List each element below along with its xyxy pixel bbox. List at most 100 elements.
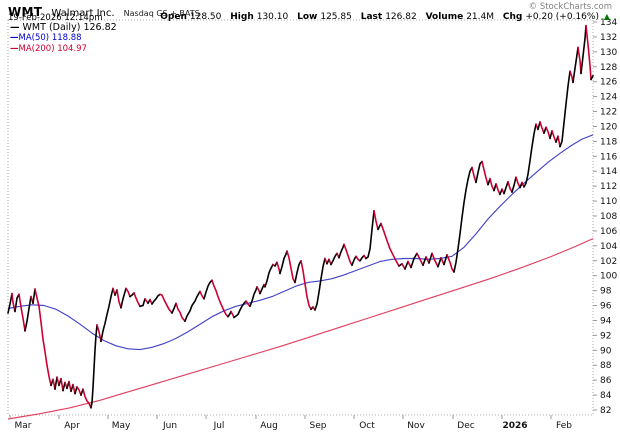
price-segment-up <box>14 293 20 313</box>
price-segment-up <box>453 166 473 273</box>
y-tick-label: 122 <box>600 108 617 118</box>
volume-label: Volume <box>425 12 464 22</box>
price-segment-up <box>279 250 288 275</box>
plot-frame <box>7 19 594 416</box>
price-segment-up <box>139 298 146 308</box>
price-segment-down <box>355 255 361 262</box>
price-segment-up <box>203 279 213 300</box>
price-segment-down <box>125 287 131 298</box>
price-segment-up <box>330 252 338 266</box>
price-segment-down <box>557 135 561 148</box>
price-segment-up <box>422 256 427 266</box>
price-segment-down <box>380 222 400 267</box>
y-axis: 82 84 86 88 90 92 94 96 98 100 102 104 106 108 110 112 1… <box>593 18 617 416</box>
legend-ma200-label: MA(200) <box>18 44 55 54</box>
price-segment-down <box>545 126 551 140</box>
price-segment-down <box>489 177 495 192</box>
price-segment-up <box>377 222 382 231</box>
price-segment-up <box>249 286 258 308</box>
y-tick-label: 110 <box>600 197 617 207</box>
y-tick-label: 116 <box>600 152 617 162</box>
y-tick-label: 102 <box>600 257 617 267</box>
company-name: Walmart Inc. <box>51 8 115 19</box>
price-segment-down <box>245 300 251 308</box>
price-segment-down <box>577 46 582 75</box>
price-segment-up <box>351 255 357 266</box>
price-segment-down <box>300 260 312 311</box>
price-segment-up <box>359 254 365 262</box>
price-segment-up <box>24 295 32 332</box>
price-segment-up <box>294 260 302 284</box>
y-tick-label: 132 <box>600 33 617 43</box>
y-tick-label: 94 <box>600 316 612 326</box>
price-segment-down <box>495 183 501 196</box>
low-value: 125.85 <box>320 12 352 22</box>
open-label: Open <box>160 12 187 22</box>
price-segment-up <box>523 123 537 188</box>
price-segment-down <box>585 24 592 81</box>
y-tick-label: 126 <box>600 78 617 88</box>
price-segment-up <box>410 252 418 269</box>
ma200-path <box>7 238 594 420</box>
price-segment-up <box>443 254 448 266</box>
x-tick-label: Jun <box>162 421 177 431</box>
plot-border <box>7 19 594 416</box>
y-tick-label: 92 <box>600 331 611 341</box>
legend-item-ma50: —MA(50) 118.88 <box>10 33 117 44</box>
volume-value: 21.4M <box>466 12 495 22</box>
price-segment-up <box>233 300 247 319</box>
y-tick-label: 120 <box>600 122 617 132</box>
x-tick-label: Nov <box>407 421 425 431</box>
change-value: +0.20 (+0.16%) <box>525 12 599 22</box>
price-segment-down <box>230 310 235 319</box>
y-tick-label: 128 <box>600 63 617 73</box>
ma200-line <box>7 238 594 420</box>
legend-item-price: — WMT (Daily) 126.82 <box>10 22 117 33</box>
y-tick-label: 98 <box>600 287 612 297</box>
legend-item-ma200: —MA(200) 104.97 <box>10 44 117 55</box>
last-label: Last <box>360 12 383 22</box>
price-segment-up <box>129 292 135 298</box>
price-segment-up <box>7 292 13 314</box>
x-tick-label: Feb <box>556 421 572 431</box>
ma50-line <box>7 134 594 351</box>
change-label: Chg <box>502 12 523 22</box>
y-tick-label: 130 <box>600 48 617 58</box>
price-segment-down <box>256 286 261 295</box>
price-segment-down <box>343 243 353 266</box>
price-segment-down <box>431 252 439 268</box>
price-segment-down <box>82 388 92 409</box>
y-tick-label: 100 <box>600 272 617 282</box>
header: WMT Walmart Inc. Nasdaq GS + BATS <box>8 1 200 20</box>
ma50-swatch-icon: — <box>10 33 19 43</box>
y-tick-label: 108 <box>600 212 617 222</box>
price-segment-up <box>404 260 409 270</box>
price-segment-up <box>365 210 375 260</box>
y-tick-label: 96 <box>600 302 612 312</box>
price-segment-up <box>428 252 433 264</box>
price-segment-down <box>373 210 379 231</box>
price-segment-down <box>446 254 455 273</box>
price-segment-up <box>74 386 78 395</box>
low-label: Low <box>297 12 318 22</box>
y-tick-label: 88 <box>600 361 612 371</box>
price-segment-up <box>184 290 201 322</box>
y-tick-label: 118 <box>600 137 617 147</box>
price-segment-down <box>18 293 26 332</box>
price-segment-down <box>507 180 513 193</box>
price-segment-down <box>416 252 424 266</box>
x-tick-label: Jul <box>213 421 225 431</box>
quote-bar: Open 128.50 High 130.10 Low 125.85 Last 126.… <box>160 12 610 22</box>
x-tick-label: Mar <box>15 421 32 431</box>
price-segment-up <box>559 70 571 148</box>
high-value: 130.10 <box>256 12 289 22</box>
y-tick-label: 112 <box>600 182 617 192</box>
price-segment-up <box>590 74 594 81</box>
price-segment-down <box>471 166 477 184</box>
x-tick-label: May <box>112 421 131 431</box>
price-segment-down <box>211 279 229 318</box>
price-segment-down <box>96 324 102 343</box>
price-segment-down <box>551 130 557 143</box>
price-segment-down <box>116 289 122 309</box>
